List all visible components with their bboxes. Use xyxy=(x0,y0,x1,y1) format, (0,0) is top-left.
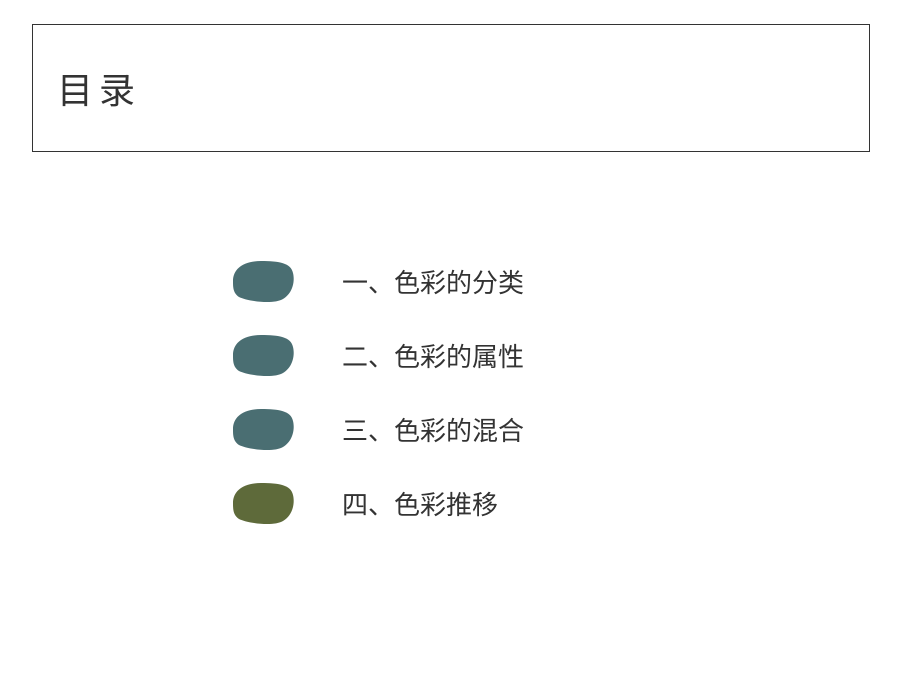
toc-label: 三、色彩的混合 xyxy=(342,411,524,448)
toc-item-3: 三、色彩的混合 xyxy=(225,403,524,455)
toc-label: 一、色彩的分类 xyxy=(342,263,524,300)
toc-label: 四、色彩推移 xyxy=(342,485,498,522)
toc-list: 一、色彩的分类 二、色彩的属性 三、色彩的混合 四、色彩推移 xyxy=(225,255,524,529)
toc-item-4: 四、色彩推移 xyxy=(225,477,524,529)
bullet-icon xyxy=(225,259,297,303)
blob-icon xyxy=(225,333,297,377)
page-title: 目录 xyxy=(57,62,141,114)
bullet-icon xyxy=(225,407,297,451)
bullet-icon xyxy=(225,481,297,525)
toc-item-1: 一、色彩的分类 xyxy=(225,255,524,307)
blob-icon xyxy=(225,407,297,451)
blob-icon xyxy=(225,481,297,525)
toc-label: 二、色彩的属性 xyxy=(342,337,524,374)
title-box: 目录 xyxy=(32,24,870,152)
toc-item-2: 二、色彩的属性 xyxy=(225,329,524,381)
blob-icon xyxy=(225,259,297,303)
bullet-icon xyxy=(225,333,297,377)
